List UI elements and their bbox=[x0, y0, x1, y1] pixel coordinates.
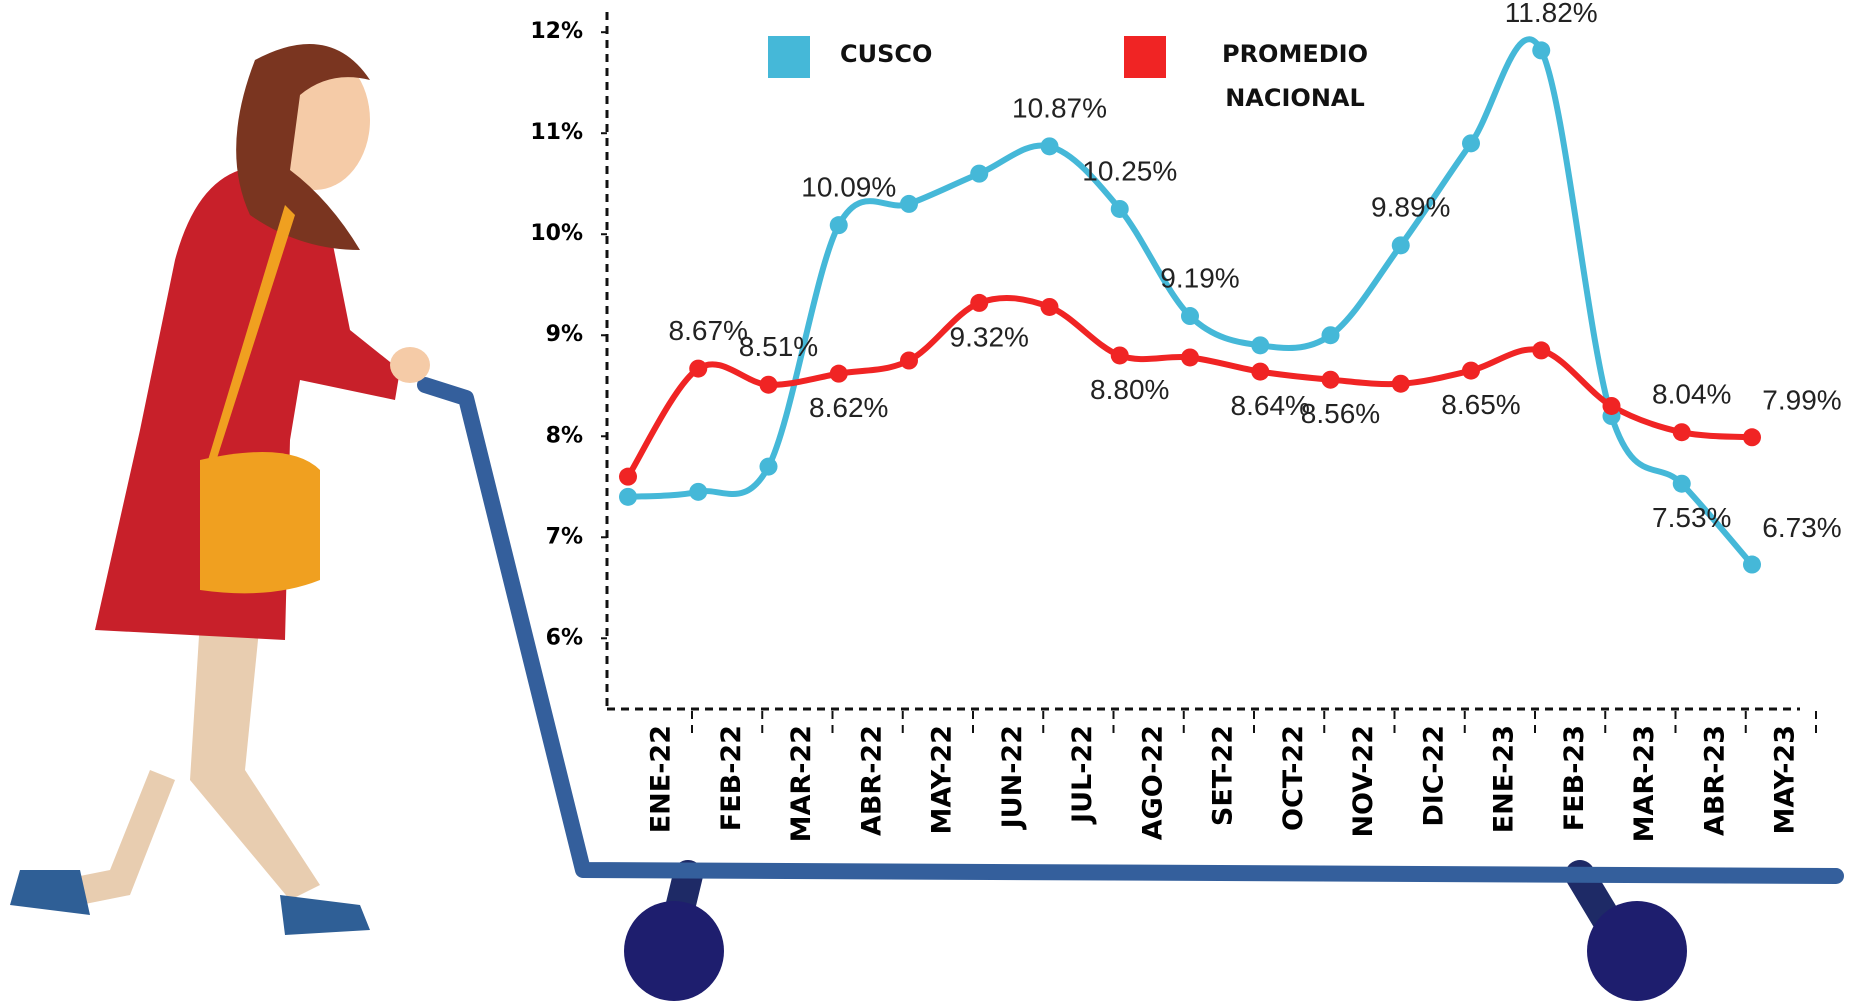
data-label: 10.25% bbox=[1082, 155, 1177, 186]
point bbox=[830, 365, 848, 383]
data-label: 8.51% bbox=[739, 331, 818, 362]
point bbox=[689, 360, 707, 378]
x-tick-label: AGO-22 bbox=[1137, 725, 1168, 840]
data-label: 6.73% bbox=[1762, 512, 1841, 543]
x-tick-label: FEB-23 bbox=[1559, 725, 1590, 831]
legend-swatch bbox=[1124, 36, 1166, 78]
point bbox=[1673, 475, 1691, 493]
page: 6% 7% 8% 9% 10% 11% 12% ENE-22 FEB-22 MAR-22 ABR-2… bbox=[0, 0, 1853, 1008]
point bbox=[1532, 41, 1550, 59]
point bbox=[760, 458, 778, 476]
point bbox=[1673, 423, 1691, 441]
woman-illustration bbox=[10, 44, 430, 935]
line bbox=[628, 39, 1752, 564]
x-tick-label: OCT-22 bbox=[1278, 725, 1309, 831]
data-label: 8.67% bbox=[669, 315, 748, 346]
point bbox=[760, 376, 778, 394]
legend-swatch bbox=[768, 36, 810, 78]
y-tick-label: 11% bbox=[530, 120, 583, 145]
point bbox=[900, 352, 918, 370]
point bbox=[1322, 326, 1340, 344]
x-tick-label: NOV-22 bbox=[1348, 725, 1379, 838]
x-tick-label: MAY-22 bbox=[927, 725, 958, 835]
point bbox=[1462, 134, 1480, 152]
point bbox=[1181, 307, 1199, 325]
point bbox=[1111, 346, 1129, 364]
point bbox=[1532, 341, 1550, 359]
data-label: 8.56% bbox=[1301, 398, 1380, 429]
y-tick-label: 12% bbox=[530, 19, 583, 44]
data-label: 8.65% bbox=[1441, 389, 1520, 420]
y-tick-label: 7% bbox=[546, 524, 583, 549]
x-tick-label: JUL-22 bbox=[1067, 725, 1098, 825]
data-label: 9.32% bbox=[950, 321, 1029, 352]
point bbox=[1392, 236, 1410, 254]
data-label: 11.82% bbox=[1505, 0, 1598, 28]
point bbox=[1322, 371, 1340, 389]
x-tick-label: ABR-22 bbox=[856, 725, 887, 836]
data-label: 8.04% bbox=[1652, 379, 1731, 410]
y-tick-label: 6% bbox=[546, 625, 583, 650]
point bbox=[970, 165, 988, 183]
x-tick-label: ABR-23 bbox=[1699, 725, 1730, 836]
point bbox=[1251, 363, 1269, 381]
legend-label: PROMEDIO NACIONAL bbox=[1210, 32, 1380, 120]
y-tick-label: 10% bbox=[530, 221, 583, 246]
point bbox=[970, 294, 988, 312]
y-tick-label: 9% bbox=[546, 322, 583, 347]
point bbox=[830, 216, 848, 234]
point bbox=[1743, 556, 1761, 574]
data-label: 8.80% bbox=[1090, 374, 1169, 405]
data-label: 10.09% bbox=[801, 172, 896, 203]
point bbox=[689, 483, 707, 501]
x-tick-label: FEB-22 bbox=[716, 725, 747, 831]
point bbox=[1181, 348, 1199, 366]
point bbox=[1462, 362, 1480, 380]
data-label: 8.62% bbox=[809, 392, 888, 423]
x-tick-label: MAR-22 bbox=[786, 725, 817, 842]
point bbox=[619, 468, 637, 486]
x-tick-label: MAY-23 bbox=[1770, 725, 1801, 835]
x-tick-label: SET-22 bbox=[1208, 725, 1239, 826]
data-label: 10.87% bbox=[1012, 93, 1107, 124]
point bbox=[1743, 428, 1761, 446]
x-tick-label: DIC-22 bbox=[1418, 725, 1449, 827]
legend-label: CUSCO bbox=[840, 32, 932, 76]
x-tick-label: MAR-23 bbox=[1629, 725, 1660, 842]
point bbox=[900, 195, 918, 213]
x-tick-label: ENE-23 bbox=[1489, 725, 1520, 833]
data-label: 7.53% bbox=[1652, 502, 1731, 533]
x-tick-label: JUN-22 bbox=[997, 725, 1028, 830]
x-tick-label: ENE-22 bbox=[646, 725, 677, 833]
point bbox=[1041, 298, 1059, 316]
y-tick-label: 8% bbox=[546, 423, 583, 448]
point bbox=[1603, 397, 1621, 415]
data-label: 8.64% bbox=[1231, 390, 1310, 421]
point bbox=[1111, 200, 1129, 218]
chart: 6% 7% 8% 9% 10% 11% 12% ENE-22 FEB-22 MAR-22 ABR-2… bbox=[0, 0, 1853, 1008]
data-label: 9.89% bbox=[1371, 192, 1450, 223]
data-label: 7.99% bbox=[1762, 385, 1841, 416]
point bbox=[619, 488, 637, 506]
point bbox=[1251, 336, 1269, 354]
point bbox=[1392, 375, 1410, 393]
point bbox=[1041, 137, 1059, 155]
data-label: 9.19% bbox=[1160, 262, 1239, 293]
